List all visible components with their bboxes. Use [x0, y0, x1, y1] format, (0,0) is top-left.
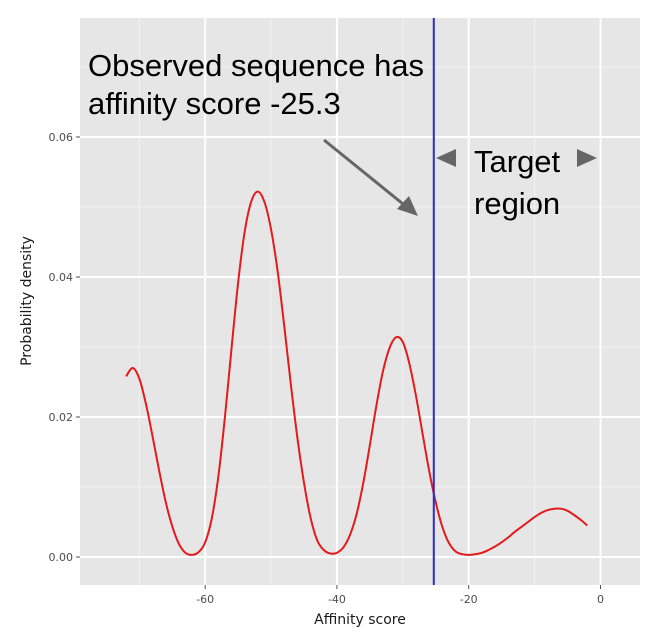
annotation-observed-line1: Observed sequence has [88, 48, 424, 83]
y-tick-label: 0.06 [49, 131, 74, 144]
observed-arrow-shaft [323, 138, 409, 210]
grid-minor [80, 18, 640, 585]
grid-major [80, 18, 640, 585]
observed-arrow-head [397, 196, 418, 216]
x-tick-label: -20 [460, 593, 478, 606]
x-tick-label: -60 [196, 593, 214, 606]
annotation-observed-line2: affinity score -25.3 [88, 86, 341, 121]
annotation-target-line2: region [474, 186, 560, 221]
axis-ticks [76, 136, 601, 589]
annotation-target-line1: Target [474, 144, 561, 179]
y-tick-label: 0.02 [49, 411, 74, 424]
target-right-arrow-icon [577, 149, 597, 167]
y-tick-label: 0.04 [49, 271, 74, 284]
x-axis-title: Affinity score [314, 612, 406, 628]
x-tick-label: -40 [328, 593, 346, 606]
y-axis-title: Probability density [19, 236, 35, 366]
y-tick-label: 0.00 [49, 551, 74, 564]
plot-panel [80, 18, 640, 585]
target-left-arrow-icon [436, 149, 456, 167]
density-curve [125, 190, 588, 556]
y-tick-labels: 0.00 0.02 0.04 0.06 [49, 131, 74, 564]
x-tick-labels: -60 -40 -20 0 [196, 593, 604, 606]
annotation-arrows [323, 138, 597, 216]
x-tick-label: 0 [597, 593, 604, 606]
